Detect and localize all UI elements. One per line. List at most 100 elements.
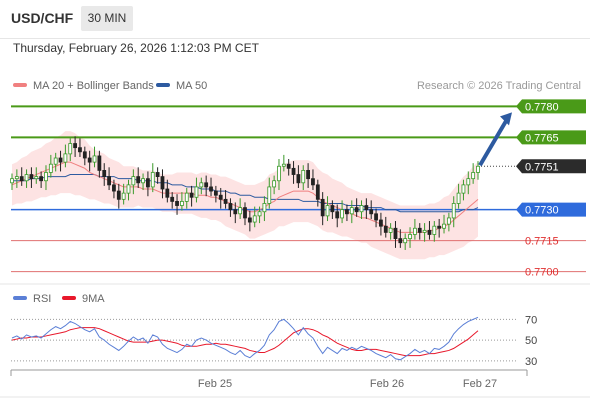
candle [286,159,291,176]
level-badge [516,159,586,174]
candle [213,185,218,203]
candle [233,202,238,224]
candle [92,146,97,168]
candle [393,221,398,248]
candle [432,221,437,242]
candle-body [48,163,53,173]
candle [461,179,466,201]
candle-body [175,200,179,206]
candle [471,163,476,184]
candle [34,167,39,184]
candle-body [73,143,78,149]
candle-body [252,215,257,223]
candle [204,175,209,197]
candle-body [34,176,39,180]
candle-body [102,169,107,177]
candle [189,185,194,207]
level-value: 0.7765 [525,132,559,144]
candle-body [112,184,116,192]
candle-body [311,178,315,186]
research-credit: Research © 2026 Trading Central [416,80,581,92]
candle [311,169,315,191]
candle-body [189,192,194,198]
level-badge [516,99,586,114]
candle [150,163,155,193]
candle [437,218,442,238]
candle-body [301,169,306,184]
candle [257,206,262,224]
candle [330,200,335,219]
candle-body [403,238,408,244]
candle-body [184,192,189,202]
candle [403,233,408,250]
candle-body [92,155,97,163]
candle [267,177,272,209]
ma50-legend: MA 50 [156,80,207,92]
level-label-0.7700: 0.7700 [525,267,559,279]
candle-body [262,203,267,213]
candle-body [286,163,291,169]
candle-body [417,227,422,233]
candle [175,194,179,215]
candles [10,136,480,250]
level-value: 0.7730 [525,205,559,217]
ma20-legend: MA 20 + Bollinger Bands [13,80,154,92]
candle-body [179,200,184,206]
candle-body [87,157,92,163]
candle [306,163,311,188]
candle-body [223,198,228,204]
candle-body [204,182,209,188]
rsi-swatch [13,296,27,301]
candle [335,204,340,228]
candle-body [442,223,446,229]
candle-body [29,174,34,180]
candle-body [14,176,19,180]
forecast-arrow-head [500,112,512,126]
candle [315,179,320,207]
chart-header: USD/CHF 30 MIN [0,0,590,39]
candle [383,216,388,238]
candle-body [461,184,466,194]
candle [44,165,48,191]
candle-body [471,172,476,180]
candle-body [116,190,121,200]
candle [296,165,301,188]
candle-body [354,207,359,213]
candle-body [58,157,63,163]
symbol-label[interactable]: USD/CHF [11,10,74,26]
price-levels [11,105,586,273]
level-badge [516,202,586,217]
candle [228,198,233,217]
candle [272,175,277,195]
candle-body [107,176,111,186]
ma9-legend: 9MA [62,293,105,305]
candle-body [213,190,218,196]
candle [345,204,349,222]
candle [63,144,68,168]
candle [301,165,306,191]
candle-body [53,157,58,165]
rsi-legend-label: RSI [33,293,52,305]
rsi-tick-70: 70 [525,314,537,326]
candle-body [155,172,160,177]
candle-body [238,207,243,215]
candle-body [281,163,286,167]
candle-body [131,176,136,186]
rsi-legend: RSI [13,293,51,305]
candle [417,223,422,240]
candle [14,169,19,188]
candle-body [374,213,378,221]
candle [107,167,111,191]
candle [398,229,403,248]
candle-body [369,209,374,215]
candle-body [10,178,14,184]
rsi-line [11,316,479,361]
candle-body [476,165,480,173]
ma20-swatch [13,83,27,88]
candle-body [146,178,150,188]
timeframe-button[interactable]: 30 MIN [81,6,133,31]
candle [369,200,374,219]
candle-body [78,147,82,153]
level-badge [516,130,586,145]
